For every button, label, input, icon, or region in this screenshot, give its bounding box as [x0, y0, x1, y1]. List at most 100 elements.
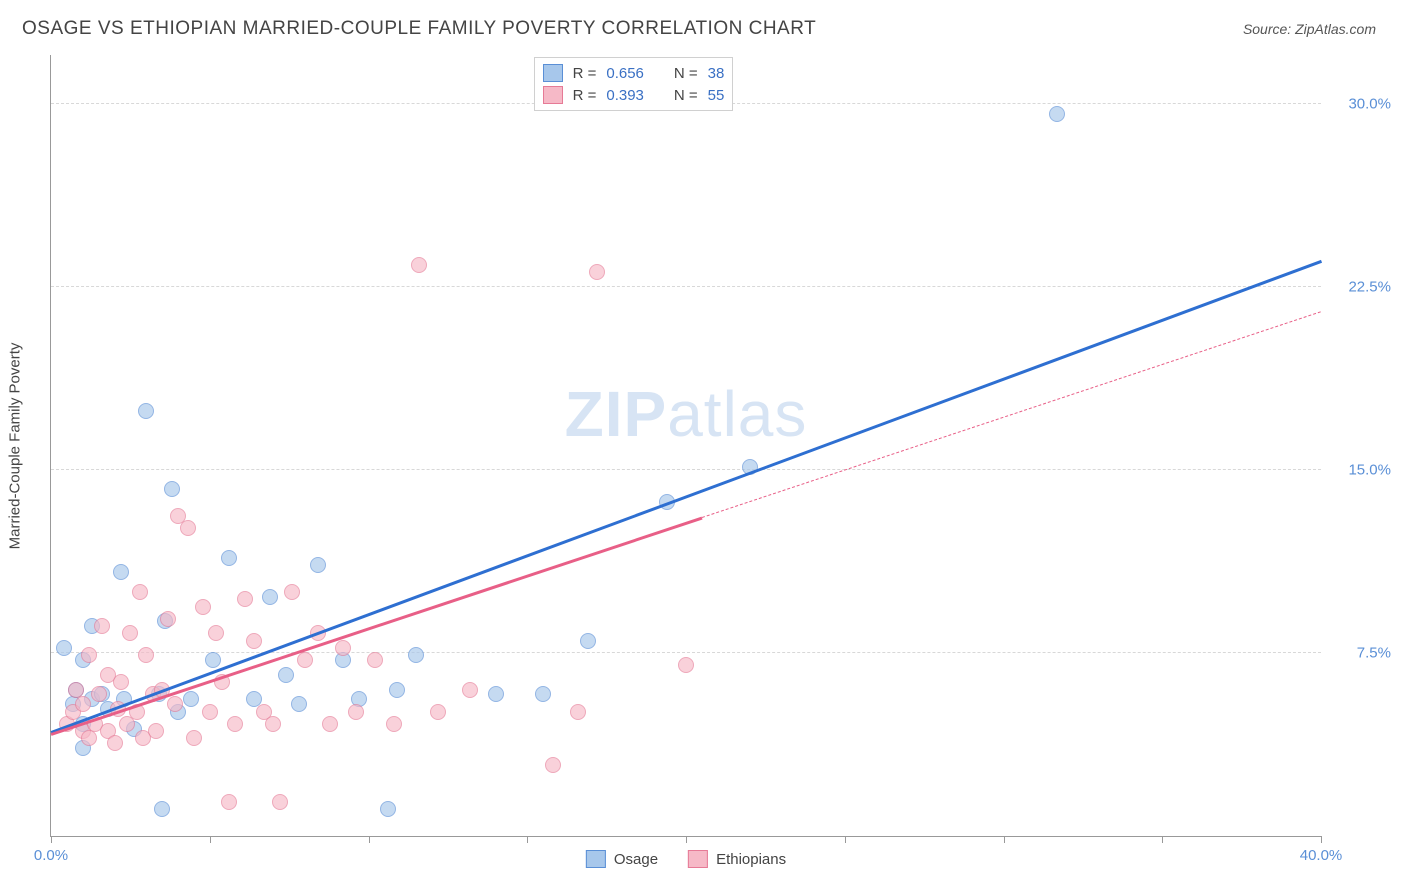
scatter-point: [81, 730, 97, 746]
scatter-point: [462, 682, 478, 698]
scatter-point: [284, 584, 300, 600]
x-tick-mark: [1321, 836, 1322, 843]
x-tick-mark: [210, 836, 211, 843]
scatter-point: [167, 696, 183, 712]
stat-row: R = 0.393 N = 55: [543, 84, 725, 106]
stat-r-label: R =: [573, 87, 597, 104]
x-tick-mark: [51, 836, 52, 843]
legend-label: Osage: [614, 851, 658, 868]
scatter-point: [272, 794, 288, 810]
scatter-point: [68, 682, 84, 698]
series-swatch: [543, 86, 563, 104]
y-tick-label: 30.0%: [1331, 95, 1391, 112]
scatter-point: [1049, 106, 1065, 122]
gridline: [51, 469, 1321, 470]
scatter-point: [107, 735, 123, 751]
scatter-point: [389, 682, 405, 698]
scatter-point: [183, 691, 199, 707]
scatter-point: [488, 686, 504, 702]
scatter-point: [180, 520, 196, 536]
stat-r-label: R =: [573, 65, 597, 82]
scatter-point: [75, 696, 91, 712]
y-tick-label: 15.0%: [1331, 461, 1391, 478]
scatter-point: [202, 704, 218, 720]
scatter-point: [589, 264, 605, 280]
scatter-chart: Married-Couple Family Poverty ZIPatlas 7…: [50, 55, 1321, 837]
scatter-point: [411, 257, 427, 273]
scatter-point: [56, 640, 72, 656]
scatter-point: [113, 674, 129, 690]
x-tick-mark: [369, 836, 370, 843]
scatter-point: [348, 704, 364, 720]
scatter-point: [380, 801, 396, 817]
scatter-point: [262, 589, 278, 605]
scatter-point: [91, 686, 107, 702]
scatter-point: [367, 652, 383, 668]
scatter-point: [138, 647, 154, 663]
scatter-point: [570, 704, 586, 720]
legend-swatch: [688, 850, 708, 868]
source-attribution: Source: ZipAtlas.com: [1243, 21, 1376, 37]
scatter-point: [386, 716, 402, 732]
scatter-point: [195, 599, 211, 615]
stat-r-value: 0.393: [606, 87, 644, 104]
scatter-point: [221, 794, 237, 810]
stat-n-label: N =: [674, 87, 698, 104]
x-tick-mark: [1162, 836, 1163, 843]
x-tick-mark: [527, 836, 528, 843]
scatter-point: [132, 584, 148, 600]
legend-item: Ethiopians: [688, 850, 786, 868]
legend-item: Osage: [586, 850, 658, 868]
x-tick-mark: [1004, 836, 1005, 843]
scatter-point: [154, 801, 170, 817]
scatter-point: [545, 757, 561, 773]
scatter-point: [310, 557, 326, 573]
stat-row: R = 0.656 N = 38: [543, 62, 725, 84]
x-tick-mark: [845, 836, 846, 843]
stat-n-value: 38: [708, 65, 725, 82]
x-tick-label: 40.0%: [1300, 847, 1343, 864]
scatter-point: [113, 564, 129, 580]
x-tick-mark: [686, 836, 687, 843]
x-tick-label: 0.0%: [34, 847, 68, 864]
scatter-point: [160, 611, 176, 627]
legend: Osage Ethiopians: [586, 850, 786, 868]
scatter-point: [122, 625, 138, 641]
scatter-point: [678, 657, 694, 673]
stat-r-value: 0.656: [606, 65, 644, 82]
scatter-point: [246, 633, 262, 649]
scatter-point: [138, 403, 154, 419]
scatter-point: [265, 716, 281, 732]
scatter-point: [148, 723, 164, 739]
correlation-stats-box: R = 0.656 N = 38 R = 0.393 N = 55: [534, 57, 734, 111]
scatter-point: [580, 633, 596, 649]
scatter-point: [205, 652, 221, 668]
trend-line-extrapolated: [702, 311, 1321, 518]
chart-title: OSAGE VS ETHIOPIAN MARRIED-COUPLE FAMILY…: [22, 18, 816, 40]
scatter-point: [186, 730, 202, 746]
y-tick-label: 7.5%: [1331, 644, 1391, 661]
scatter-point: [535, 686, 551, 702]
scatter-point: [278, 667, 294, 683]
stat-n-value: 55: [708, 87, 725, 104]
scatter-point: [227, 716, 243, 732]
trend-line: [51, 517, 703, 736]
scatter-point: [291, 696, 307, 712]
stat-n-label: N =: [674, 65, 698, 82]
y-tick-label: 22.5%: [1331, 278, 1391, 295]
scatter-point: [408, 647, 424, 663]
y-axis-label: Married-Couple Family Poverty: [7, 342, 24, 549]
scatter-point: [322, 716, 338, 732]
gridline: [51, 286, 1321, 287]
scatter-point: [94, 618, 110, 634]
scatter-point: [237, 591, 253, 607]
scatter-point: [221, 550, 237, 566]
scatter-point: [297, 652, 313, 668]
scatter-point: [81, 647, 97, 663]
gridline: [51, 652, 1321, 653]
series-swatch: [543, 64, 563, 82]
scatter-point: [208, 625, 224, 641]
scatter-point: [430, 704, 446, 720]
scatter-point: [164, 481, 180, 497]
legend-swatch: [586, 850, 606, 868]
